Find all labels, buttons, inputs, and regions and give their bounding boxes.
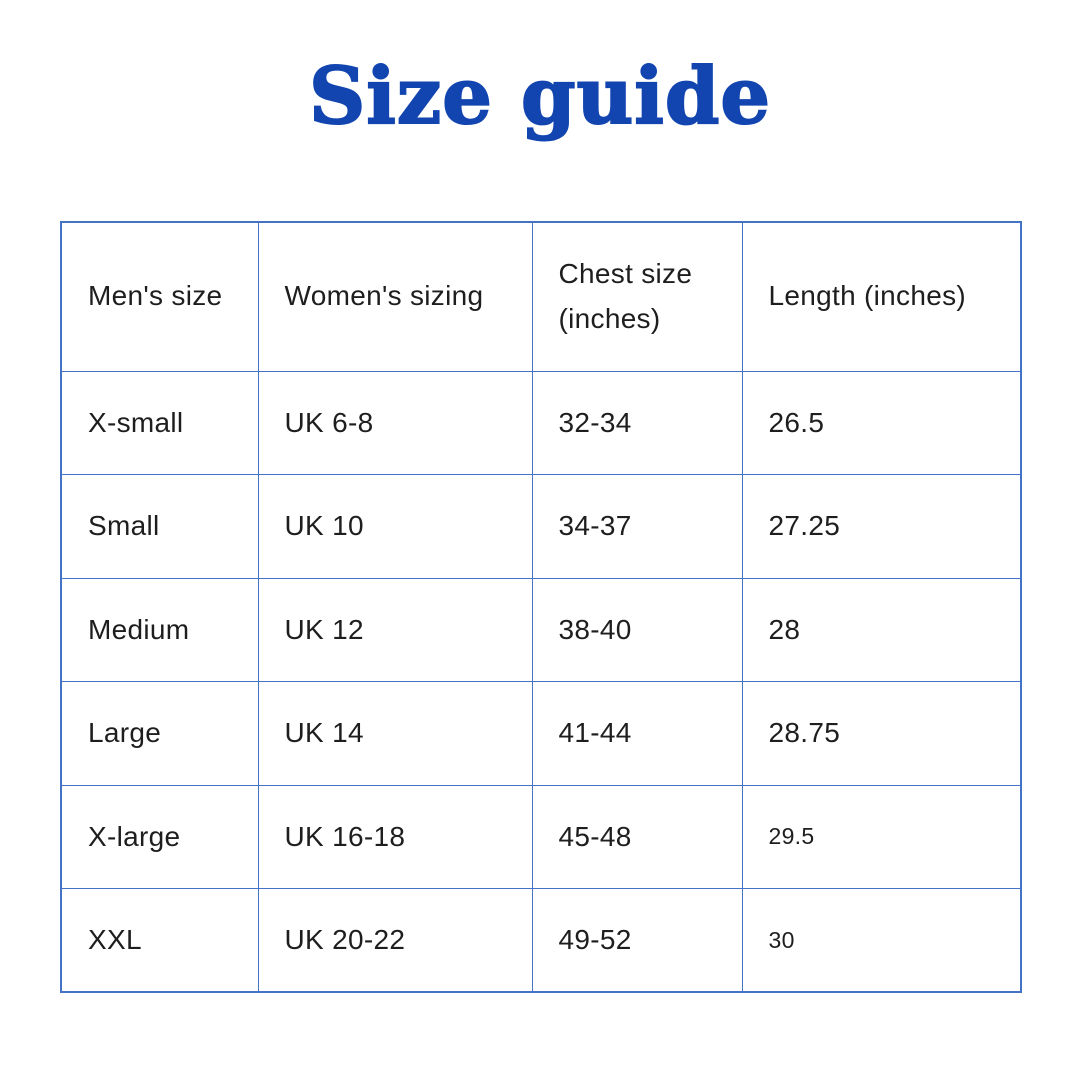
cell-womens-sizing: UK 14 bbox=[257, 681, 533, 786]
cell-length: 28 bbox=[741, 577, 1022, 682]
cell-womens-sizing: UK 6-8 bbox=[257, 370, 533, 475]
header-mens-size: Men's size bbox=[60, 221, 259, 372]
cell-mens-size: X-small bbox=[60, 370, 259, 475]
page-title: Size guide bbox=[308, 50, 772, 143]
cell-length: 27.25 bbox=[741, 474, 1022, 579]
cell-mens-size: Large bbox=[60, 681, 259, 786]
cell-length: 29.5 bbox=[741, 784, 1022, 889]
table-header-row: Men's size Women's sizing Chest size (in… bbox=[60, 221, 1022, 372]
cell-mens-size: XXL bbox=[60, 888, 259, 993]
size-guide-table: Men's size Women's sizing Chest size (in… bbox=[60, 221, 1022, 993]
cell-mens-size: Small bbox=[60, 474, 259, 579]
table-row: Large UK 14 41-44 28.75 bbox=[60, 681, 1022, 786]
cell-length: 28.75 bbox=[741, 681, 1022, 786]
cell-womens-sizing: UK 12 bbox=[257, 577, 533, 682]
cell-chest-size: 45-48 bbox=[531, 784, 743, 889]
cell-chest-size: 32-34 bbox=[531, 370, 743, 475]
table-row: Medium UK 12 38-40 28 bbox=[60, 577, 1022, 682]
header-womens-sizing: Women's sizing bbox=[257, 221, 533, 372]
cell-womens-sizing: UK 10 bbox=[257, 474, 533, 579]
header-length: Length (inches) bbox=[741, 221, 1022, 372]
cell-length: 26.5 bbox=[741, 370, 1022, 475]
cell-mens-size: Medium bbox=[60, 577, 259, 682]
cell-chest-size: 49-52 bbox=[531, 888, 743, 993]
table-row: X-large UK 16-18 45-48 29.5 bbox=[60, 784, 1022, 889]
header-chest-size: Chest size (inches) bbox=[531, 221, 743, 372]
cell-womens-sizing: UK 20-22 bbox=[257, 888, 533, 993]
cell-chest-size: 38-40 bbox=[531, 577, 743, 682]
cell-womens-sizing: UK 16-18 bbox=[257, 784, 533, 889]
cell-chest-size: 41-44 bbox=[531, 681, 743, 786]
table-row: Small UK 10 34-37 27.25 bbox=[60, 474, 1022, 579]
cell-chest-size: 34-37 bbox=[531, 474, 743, 579]
cell-length: 30 bbox=[741, 888, 1022, 993]
cell-mens-size: X-large bbox=[60, 784, 259, 889]
table-row: X-small UK 6-8 32-34 26.5 bbox=[60, 370, 1022, 475]
table-row: XXL UK 20-22 49-52 30 bbox=[60, 888, 1022, 993]
